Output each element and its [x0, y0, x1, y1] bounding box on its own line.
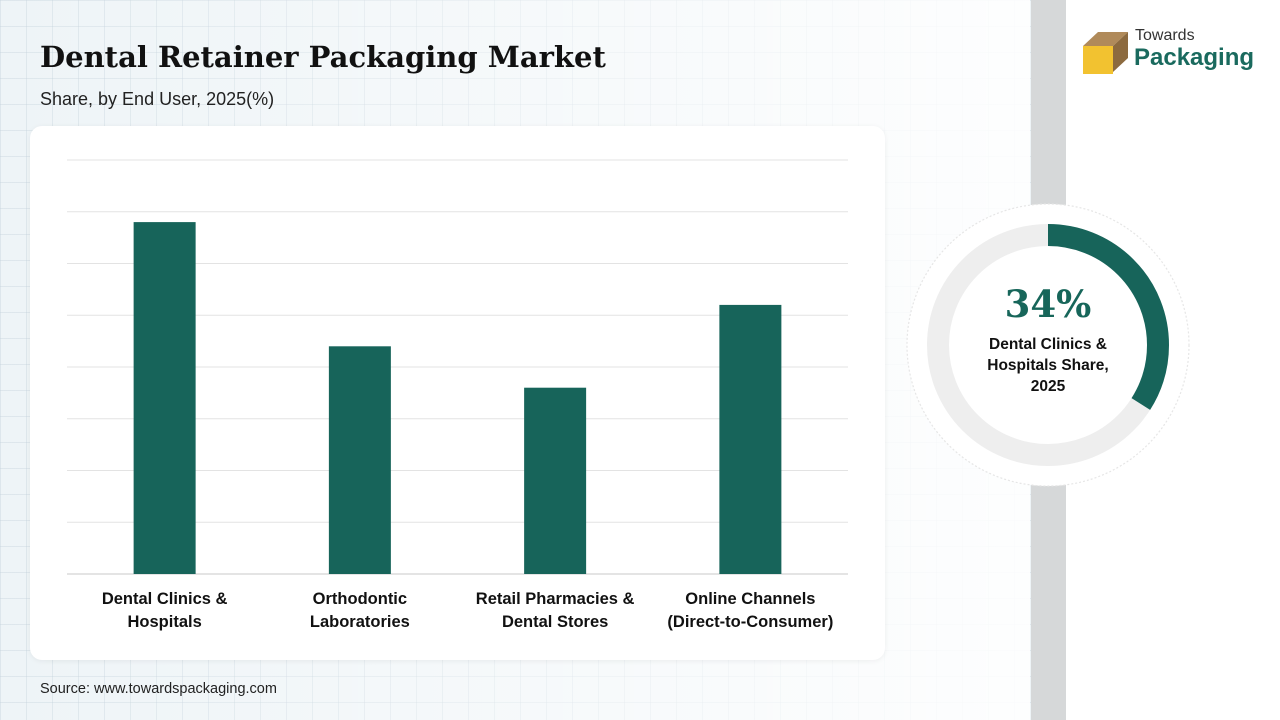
bar-2 — [328, 346, 391, 574]
page-subtitle: Share, by End User, 2025(%) — [40, 89, 275, 109]
x-tick-label: Orthodontic Laboratories — [310, 590, 410, 631]
bar-3 — [524, 387, 587, 574]
logo-text-bottom: Packaging — [1134, 44, 1255, 71]
share-donut: 34% Dental Clinics & Hospitals Share, 20… — [905, 202, 1191, 488]
bar-4 — [719, 304, 782, 574]
logo-text-top: Towards — [1135, 27, 1195, 44]
x-tick-label: Retail Pharmacies & Dental Stores — [476, 590, 635, 631]
source-note: Source: www.towardspackaging.com — [40, 681, 277, 697]
chart-card: Dental Clinics & Hospitals Orthodontic Labo… — [30, 126, 885, 660]
donut-value: 34% — [1004, 282, 1092, 326]
x-tick-label: Online Channels (Direct-to-Consumer) — [667, 590, 833, 631]
page-title: Dental Retainer Packaging Market — [40, 40, 606, 74]
bar-chart: Dental Clinics & Hospitals Orthodontic Labo… — [67, 159, 848, 631]
donut-label: Dental Clinics & Hospitals Share, 2025 — [987, 336, 1109, 395]
donut-arc — [927, 224, 1169, 466]
logo-icon — [1083, 32, 1128, 74]
donut-graphic — [906, 203, 1190, 487]
x-tick-label: Dental Clinics & Hospitals — [102, 590, 228, 631]
bar-1 — [133, 222, 196, 574]
